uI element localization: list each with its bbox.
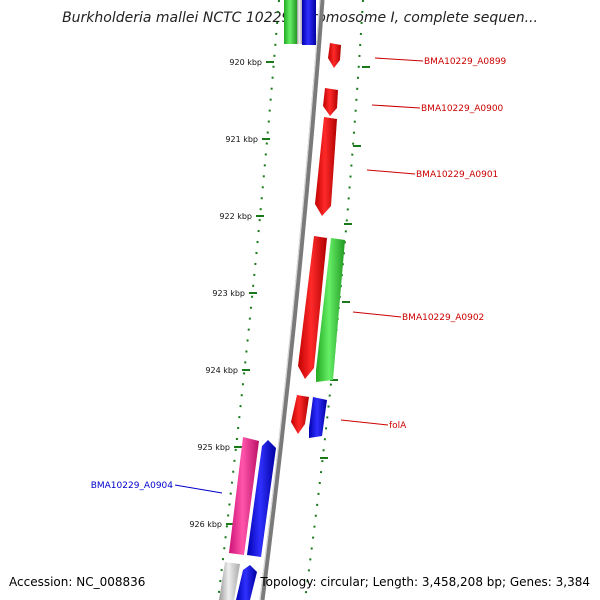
gene-label[interactable]: BMA10229_A0899	[424, 57, 507, 67]
gene-green-top[interactable]	[284, 0, 297, 44]
label-leader-line	[366, 169, 416, 175]
gene-label[interactable]: BMA10229_A0900	[421, 104, 504, 114]
chromosome-backbone-highlight	[259, 0, 321, 600]
tick-label: 921 kbp	[225, 135, 258, 144]
gene-bma10229-a0901[interactable]	[315, 117, 337, 216]
gene-bma10229-a0900[interactable]	[323, 88, 338, 116]
tick-label: 920 kbp	[229, 58, 262, 67]
gene-bma10229-a0899[interactable]	[328, 43, 341, 68]
label-leader-line	[371, 104, 421, 109]
accession-text: Accession: NC_008836	[9, 575, 146, 589]
gene-fola[interactable]	[309, 397, 327, 438]
tick-label: 926 kbp	[189, 520, 222, 529]
tick-label: 925 kbp	[197, 443, 230, 452]
gene-group	[219, 0, 345, 600]
gene-bma10229-a0904[interactable]	[247, 440, 276, 557]
gene-blue-bottom[interactable]	[236, 565, 257, 600]
gene-blue-top[interactable]	[302, 0, 316, 45]
gene-label[interactable]: BMA10229_A0904	[91, 481, 174, 491]
gene-grey-top	[297, 0, 302, 44]
gene-bma10229-a0902[interactable]	[316, 238, 345, 382]
gene-grey-bottom	[219, 562, 240, 600]
label-leader-line	[352, 311, 402, 318]
tick-group: 920 kbp 921 kbp 922 kbp 923 kbp 924 kbp 925 k…	[189, 58, 370, 529]
chromosome-backbone	[259, 0, 325, 600]
tick-label: 924 kbp	[205, 366, 238, 375]
tick-label: 923 kbp	[212, 289, 245, 298]
inner-dotted-ring	[217, 0, 280, 600]
gene-magenta-left[interactable]	[229, 437, 259, 555]
outer-dotted-ring	[304, 0, 364, 600]
gene-label-group: BMA10229_A0899 BMA10229_A0900 BMA10229_A09…	[91, 57, 507, 494]
label-leader-line	[174, 484, 223, 494]
tick-label: 922 kbp	[219, 212, 252, 221]
label-leader-line	[374, 57, 424, 62]
label-leader-line	[340, 419, 389, 426]
genome-summary-text: Topology: circular; Length: 3,458,208 bp…	[260, 575, 590, 589]
gene-red-fola-left[interactable]	[291, 395, 309, 434]
gene-label[interactable]: folA	[389, 421, 407, 431]
gene-red-a0902[interactable]	[298, 236, 327, 379]
gene-label[interactable]: BMA10229_A0901	[416, 170, 498, 180]
gene-label[interactable]: BMA10229_A0902	[402, 313, 484, 323]
